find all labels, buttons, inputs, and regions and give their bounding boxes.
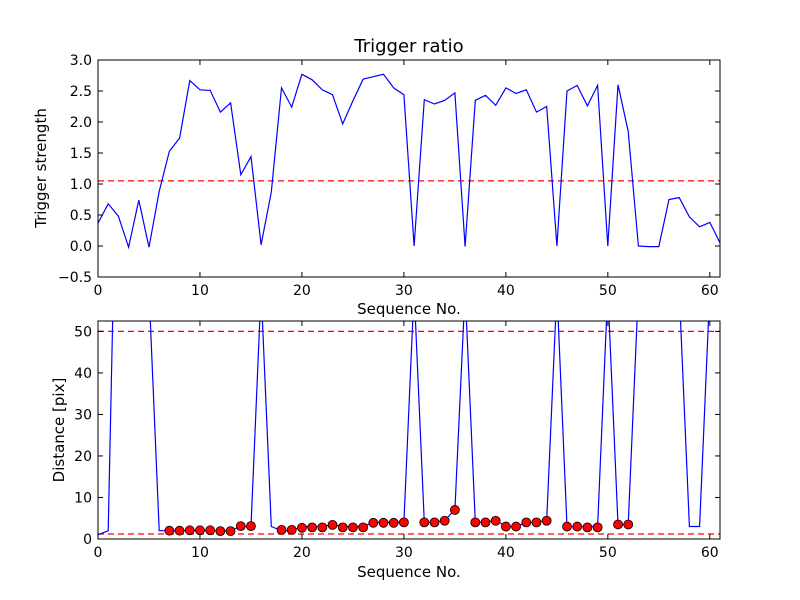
data-point [215,526,226,537]
data-point [225,526,236,537]
x-tick-label: 40 [497,283,515,299]
data-point [470,517,481,528]
chart-title: Trigger ratio [353,36,463,57]
x-tick-label: 20 [293,283,311,299]
y-tick-label: 20 [74,449,92,465]
data-point [592,522,603,533]
data-point [327,519,338,530]
plot-clip-group [98,73,720,250]
data-point [195,525,205,536]
x-tick-label: 20 [293,545,311,561]
data-point [317,522,328,533]
plot-clip-group [98,321,720,537]
y-tick-label: 1.5 [70,146,92,162]
data-point [205,525,216,536]
data-point [623,519,634,530]
y-axis-ticks: −0.5 0.0 0.5 1.0 1.5 2.0 2.5 3.0 [58,53,720,286]
data-point [480,517,491,528]
data-point [449,505,460,515]
x-tick-label: 50 [599,283,617,299]
y-tick-label: 40 [74,366,92,382]
data-point [500,521,511,532]
y-tick-label: 2.5 [70,84,92,100]
data-point [378,517,389,528]
y-tick-label: 1.0 [70,177,92,193]
y-tick-label: 3.0 [70,53,92,69]
data-point [582,522,593,533]
data-point [399,517,409,528]
x-tick-label: 60 [701,545,719,561]
y-tick-label: 2.0 [70,115,92,131]
x-tick-label: 60 [701,283,719,299]
trigger-ratio-chart: Trigger ratio 0 10 20 30 40 50 60 −0.5 0.0 0.5 1.… [32,36,721,318]
data-point [184,525,195,536]
x-tick-label: 0 [94,283,103,299]
y-tick-label: 50 [74,324,92,340]
data-point [419,517,430,528]
data-point [174,525,185,536]
data-point [307,522,318,533]
x-tick-label: 40 [497,545,515,561]
axes-frame [97,320,721,540]
x-tick-label: 10 [191,283,209,299]
distance-chart: 0 10 20 30 40 50 60 0 10 20 30 40 50 Sequence No. D… [50,320,721,581]
data-point [613,519,623,530]
data-point [531,517,542,528]
x-tick-label: 10 [191,545,209,561]
data-point [541,515,552,526]
data-point [388,517,399,528]
data-point [337,522,348,533]
plot-area [98,321,720,537]
y-tick-label: 10 [74,490,92,506]
data-point [286,524,297,535]
plot-area [98,73,720,250]
y-axis-label: Distance [pix] [50,378,68,483]
axes-frame [97,59,721,278]
data-point [572,521,583,532]
data-point [358,522,369,533]
data-point [368,517,379,528]
series-line-0 [98,73,720,250]
data-point [276,524,287,535]
data-point [429,517,440,528]
y-tick-label: 30 [74,407,92,423]
data-point [164,525,175,536]
y-tick-label: 0 [83,532,92,548]
y-tick-label: 0.5 [70,208,92,224]
data-point [297,522,307,533]
data-point [348,522,358,533]
y-axis-label: Trigger strength [32,108,50,229]
y-tick-label: 0.0 [70,239,92,255]
x-axis-label: Sequence No. [357,300,461,318]
data-point [246,521,256,532]
y-tick-label: −0.5 [58,270,92,286]
x-tick-label: 30 [395,545,413,561]
x-axis-ticks: 0 10 20 30 40 50 60 [94,321,719,561]
x-tick-label: 30 [395,283,413,299]
x-tick-label: 0 [94,545,103,561]
data-point [439,515,450,526]
data-point [511,521,521,532]
data-point [235,521,246,532]
x-tick-label: 50 [599,545,617,561]
y-axis-ticks: 0 10 20 30 40 50 [74,324,720,548]
data-point [490,515,501,526]
data-point [562,521,572,532]
data-point [521,517,532,528]
x-axis-label: Sequence No. [357,563,461,581]
x-axis-ticks: 0 10 20 30 40 50 60 [94,60,719,299]
